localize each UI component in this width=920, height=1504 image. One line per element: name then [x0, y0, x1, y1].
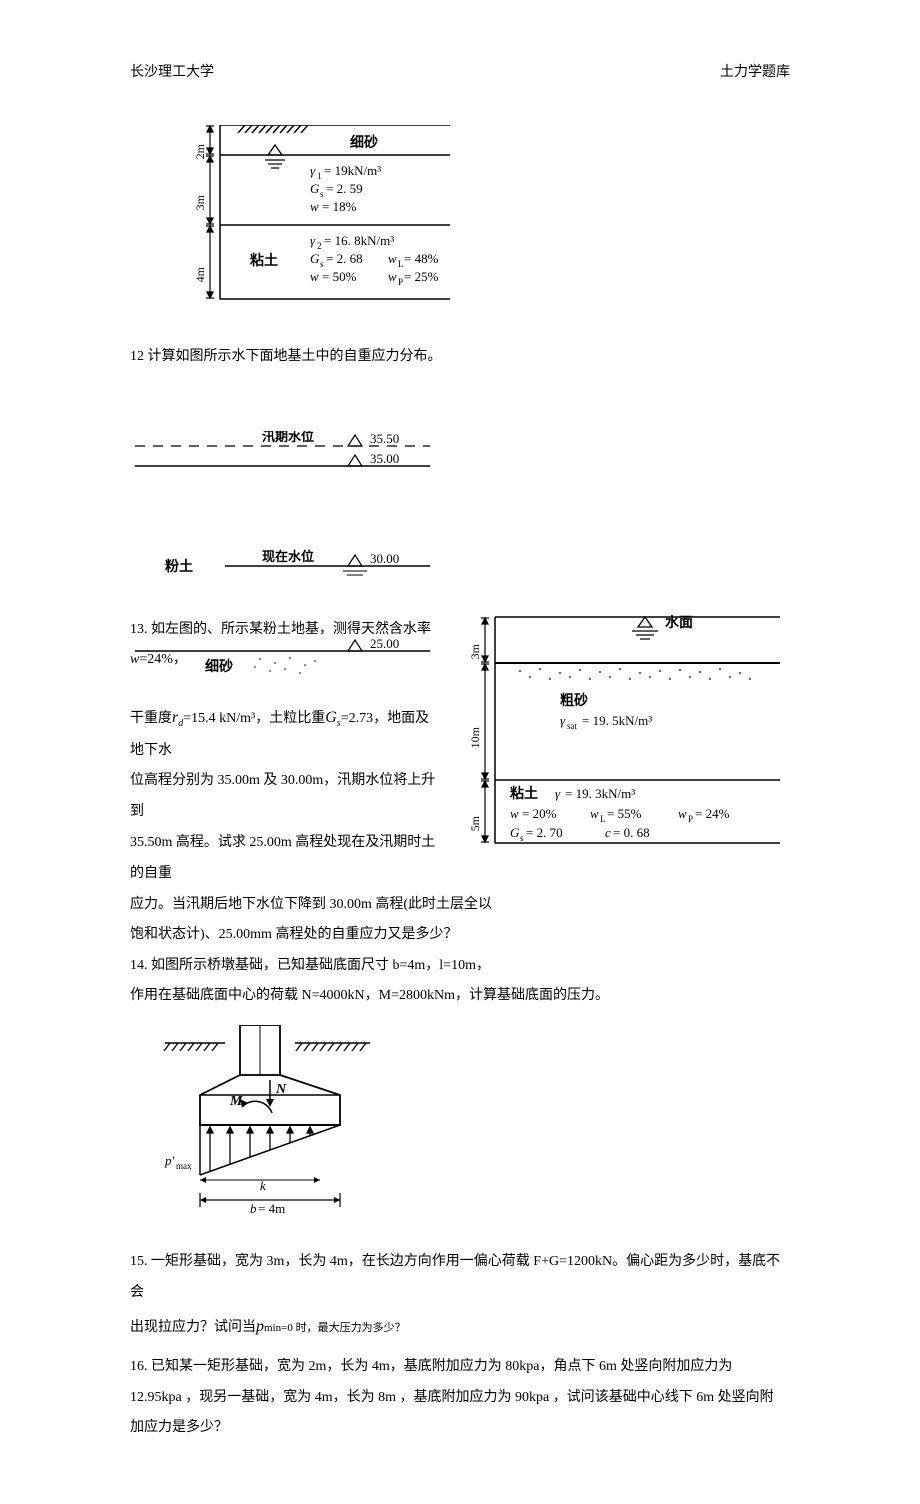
svg-text:= 25%: = 25%	[404, 269, 439, 284]
svg-text:s: s	[320, 189, 324, 199]
svg-text:L: L	[600, 814, 606, 824]
question-16: 16. 已知某一矩形基础，宽为 2m，长为 4m，基底附加应力为 80kpa，角…	[130, 1352, 790, 1444]
svg-text:粘土: 粘土	[510, 785, 538, 802]
svg-text:= 2. 68: = 2. 68	[326, 251, 363, 266]
svg-text:w: w	[310, 269, 319, 284]
svg-text:γ: γ	[310, 163, 316, 178]
svg-text:= 16. 8kN/m³: = 16. 8kN/m³	[324, 233, 394, 248]
fig4-svg: N M p'max k b = 4m	[160, 1025, 380, 1215]
svg-text:粘土: 粘土	[250, 252, 278, 269]
q14-l1: 14. 如图所示桥墩基础，已知基础底面尺寸 b=4m，l=10m，	[130, 958, 490, 973]
svg-text:= 0. 68: = 0. 68	[613, 825, 650, 840]
svg-text:w: w	[388, 269, 397, 284]
svg-text:w: w	[590, 806, 599, 821]
svg-text:= 2. 70: = 2. 70	[526, 825, 563, 840]
svg-text:= 2. 59: = 2. 59	[326, 181, 363, 196]
svg-text:γ: γ	[560, 713, 566, 728]
svg-text:= 48%: = 48%	[404, 251, 439, 266]
q13-rd: =15.4 kN/m³，土粒比重	[183, 711, 325, 726]
svg-text:35.50: 35.50	[370, 431, 399, 446]
fig3-svg: 汛期水位 35.50 35.00 现在水位 30.00 粉土 25.00 细砂	[130, 431, 440, 681]
svg-text:G: G	[510, 825, 520, 840]
figure-1-soil-profile: 2m 3m 4m 细砂 γ1 = 19kN/m³ Gs = 2. 59 w = …	[170, 125, 460, 300]
svg-text:25.00: 25.00	[370, 636, 399, 651]
svg-text:5m: 5m	[468, 815, 482, 831]
svg-text:G: G	[310, 181, 320, 196]
q15-l1: 15. 一矩形基础，宽为 3m，长为 4m，在长边方向作用一偏心荷载 F+G=1…	[130, 1254, 780, 1300]
svg-text:N: N	[275, 1082, 287, 1097]
q16-l3: 加应力是多少？	[130, 1420, 228, 1435]
svg-text:= 24%: = 24%	[695, 806, 730, 821]
svg-text:35.00: 35.00	[370, 451, 399, 466]
svg-text:γ: γ	[310, 233, 316, 248]
svg-text:粗砂: 粗砂	[560, 692, 588, 709]
svg-text:sat: sat	[567, 721, 577, 731]
svg-text:b: b	[250, 1201, 257, 1215]
svg-text:水面: 水面	[665, 615, 693, 631]
q16-l1: 16. 已知某一矩形基础，宽为 2m，长为 4m，基底附加应力为 80kpa，角…	[130, 1359, 732, 1374]
svg-text:细砂: 细砂	[205, 658, 233, 675]
svg-text:s: s	[320, 259, 324, 269]
svg-text:s: s	[520, 833, 524, 843]
svg-text:= 20%: = 20%	[522, 806, 557, 821]
svg-text:粉土: 粉土	[165, 558, 193, 575]
svg-text:P: P	[688, 814, 693, 824]
q15-pvar: p	[256, 1318, 264, 1335]
figure-2-underwater-profile: 水面 3m 10m 5m	[450, 615, 790, 854]
svg-text:2: 2	[317, 241, 322, 251]
svg-text:= 19kN/m³: = 19kN/m³	[324, 163, 381, 178]
header-right: 土力学题库	[720, 60, 790, 85]
svg-text:4m: 4m	[193, 267, 207, 283]
q16-l2: 12.95kpa ，现另一基础，宽为 4m，长为 8m ，基底附加应力为 90k…	[130, 1390, 774, 1405]
svg-text:30.00: 30.00	[370, 551, 399, 566]
svg-text:c: c	[605, 825, 611, 840]
svg-text:p': p'	[164, 1153, 175, 1168]
svg-text:3m: 3m	[193, 195, 207, 211]
q15-psub: min=0 时，最大压力为多少？	[264, 1322, 406, 1334]
svg-text:= 50%: = 50%	[322, 269, 357, 284]
svg-text:w: w	[678, 806, 687, 821]
svg-text:= 4m: = 4m	[258, 1201, 285, 1215]
question-15: 15. 一矩形基础，宽为 3m，长为 4m，在长边方向作用一偏心荷载 F+G=1…	[130, 1247, 790, 1344]
q13-l3: 位高程分别为 35.00m 及 30.00m，汛期水位将上升到	[130, 773, 435, 819]
svg-text:10m: 10m	[468, 726, 482, 748]
svg-text:w: w	[388, 251, 397, 266]
question-12: 12 计算如图所示水下面地基土中的自重应力分布。	[130, 344, 790, 369]
q13-l6: 饱和状态计)、25.00mm 高程处的自重应力又是多少？	[130, 927, 457, 942]
q13-l4: 35.50m 高程。试求 25.00m 高程处现在及汛期时土的自重	[130, 835, 435, 881]
svg-text:细砂: 细砂	[350, 134, 378, 151]
svg-text:w: w	[510, 806, 519, 821]
svg-text:= 19. 3kN/m³: = 19. 3kN/m³	[565, 786, 635, 801]
q13-l2a: 干重度	[130, 711, 172, 726]
figure-4-pier-foundation: N M p'max k b = 4m	[160, 1025, 380, 1224]
svg-text:w: w	[310, 199, 319, 214]
svg-text:G: G	[310, 251, 320, 266]
figure-3-silt-levels: 汛期水位 35.50 35.00 现在水位 30.00 粉土 25.00 细砂	[130, 431, 440, 690]
svg-text:max: max	[176, 1161, 192, 1171]
svg-text:P: P	[398, 277, 403, 287]
figures-row: 水面 3m 10m 5m	[130, 615, 790, 982]
page-header: 长沙理工大学 土力学题库	[130, 60, 790, 85]
svg-text:汛期水位: 汛期水位	[262, 431, 314, 444]
svg-text:γ: γ	[555, 786, 561, 801]
svg-text:现在水位: 现在水位	[262, 549, 314, 564]
q13-l5: 应力。当汛期后地下水位下降到 30.00m 高程(此时土层全以	[130, 897, 492, 912]
svg-text:= 18%: = 18%	[322, 199, 357, 214]
svg-text:M: M	[229, 1094, 243, 1109]
fig2-svg: 水面 3m 10m 5m	[450, 615, 790, 845]
svg-text:1: 1	[317, 171, 322, 181]
header-left: 长沙理工大学	[130, 60, 214, 85]
svg-text:3m: 3m	[468, 643, 482, 659]
svg-text:2m: 2m	[193, 144, 207, 160]
svg-text:L: L	[398, 259, 404, 269]
svg-text:= 19. 5kN/m³: = 19. 5kN/m³	[582, 713, 652, 728]
question-14-line2: 作用在基础底面中心的荷载 N=4000kN，M=2800kNm，计算基础底面的压…	[130, 982, 790, 1010]
q15-l2a: 出现拉应力？试问当	[130, 1320, 256, 1335]
fig1-svg: 2m 3m 4m 细砂 γ1 = 19kN/m³ Gs = 2. 59 w = …	[170, 125, 460, 300]
svg-text:= 55%: = 55%	[607, 806, 642, 821]
